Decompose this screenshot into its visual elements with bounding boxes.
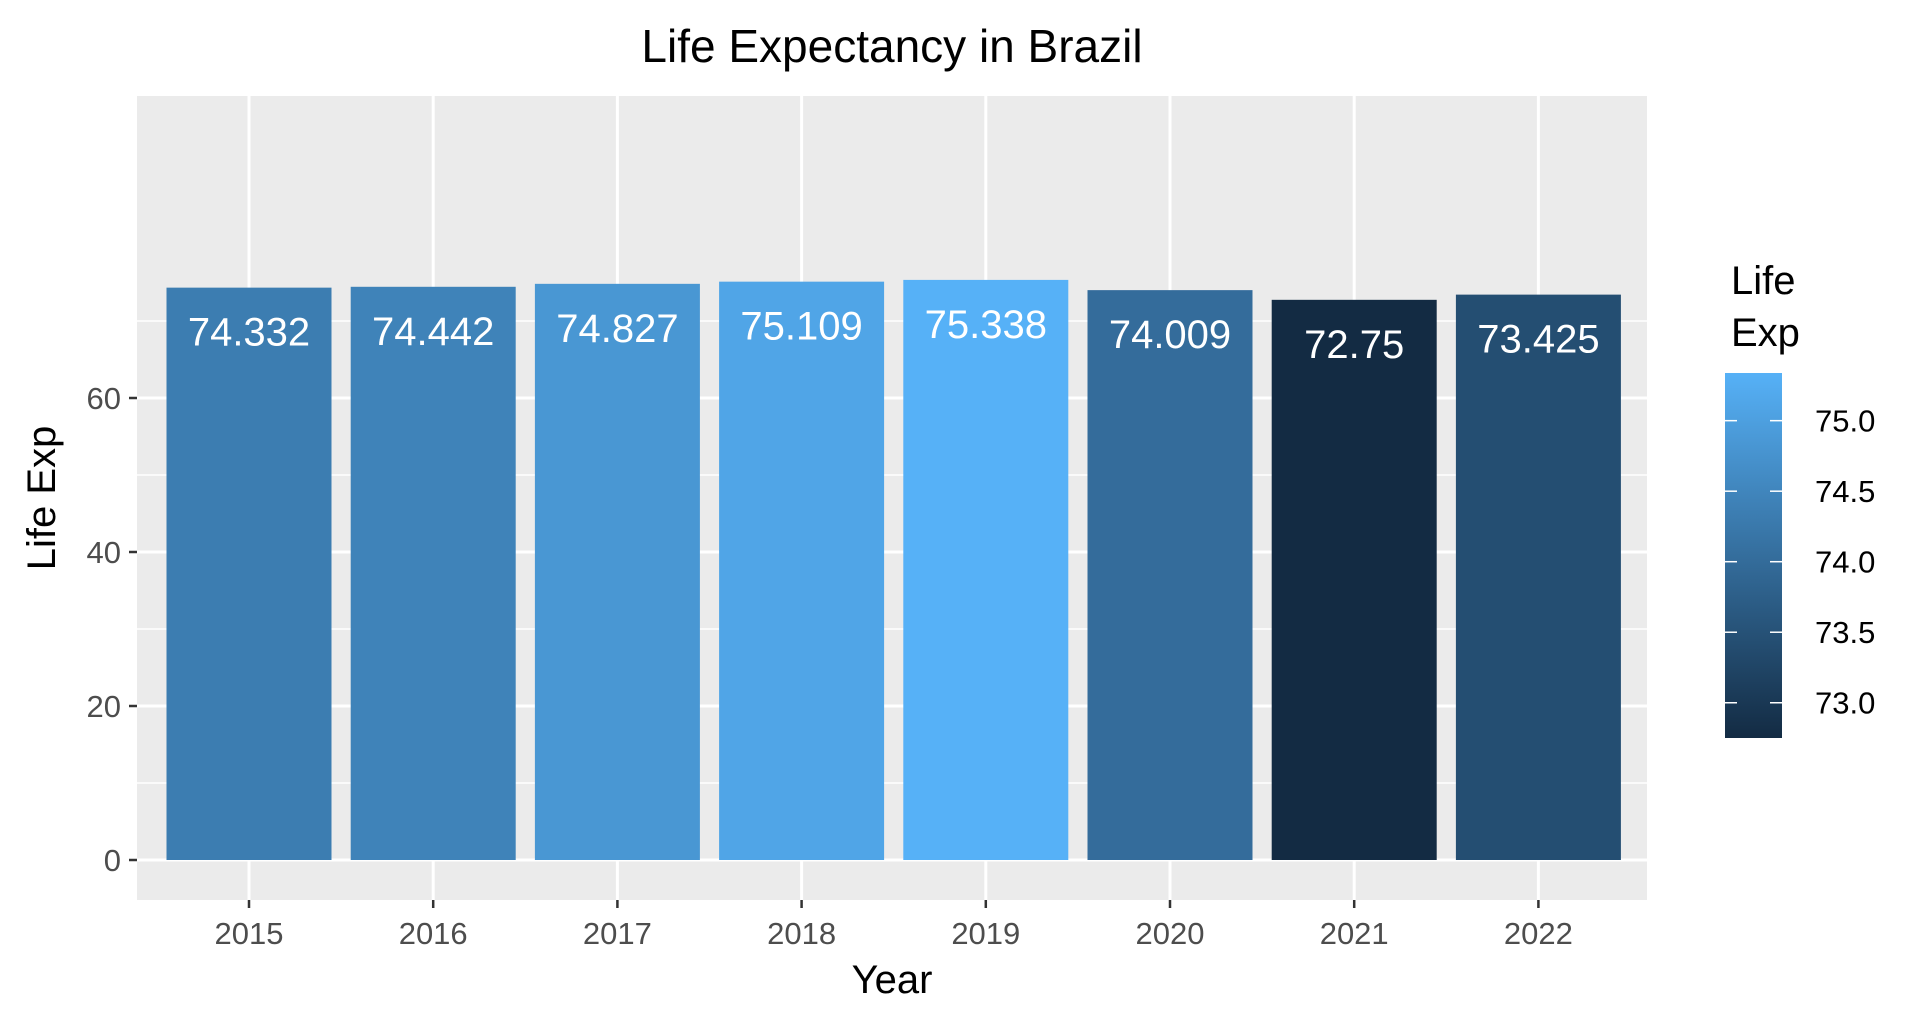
bar-2018 — [719, 281, 885, 860]
legend-tick-label: 74.0 — [1815, 545, 1875, 580]
bar-2020 — [1087, 290, 1253, 860]
x-tick-label: 2020 — [1136, 916, 1205, 951]
y-axis: 0 20 40 60 — [87, 381, 137, 878]
bar-2017 — [534, 283, 700, 860]
bar-2022 — [1455, 294, 1621, 860]
bar-label-2018: 75.109 — [740, 305, 862, 349]
bar-label-2021: 72.75 — [1304, 323, 1404, 367]
x-tick-label: 2019 — [951, 916, 1020, 951]
y-axis-title: Life Exp — [20, 426, 64, 571]
bar-label-2020: 74.009 — [1109, 313, 1231, 357]
y-tick-label: 60 — [87, 381, 121, 416]
bar-2021 — [1271, 299, 1437, 860]
x-tick-label: 2018 — [767, 916, 836, 951]
legend-tick-label: 74.5 — [1815, 474, 1875, 509]
x-axis: 2015 2016 2017 2018 2019 2020 2021 2022 — [215, 900, 1573, 951]
bar-label-2016: 74.442 — [372, 310, 494, 354]
x-tick-label: 2017 — [583, 916, 652, 951]
bar-2015 — [166, 287, 332, 861]
legend-tick-label: 75.0 — [1815, 404, 1875, 439]
legend-colorbar — [1725, 373, 1782, 738]
y-tick-label: 0 — [104, 843, 121, 878]
chart-title: Life Expectancy in Brazil — [641, 20, 1142, 72]
bar-label-2017: 74.827 — [556, 307, 678, 351]
legend-tick-label: 73.5 — [1815, 615, 1875, 650]
bar-2019 — [903, 279, 1069, 860]
bar-data-labels: 74.332 74.442 74.827 75.109 75.338 74.009 72.7… — [188, 303, 1600, 367]
x-tick-label: 2022 — [1504, 916, 1573, 951]
bar-label-2022: 73.425 — [1477, 318, 1599, 362]
legend-title-line-1: Life — [1731, 259, 1796, 303]
bars — [166, 279, 1621, 861]
legend-title-line-2: Exp — [1731, 311, 1800, 355]
bar-2016 — [350, 286, 516, 860]
x-tick-label: 2021 — [1320, 916, 1389, 951]
color-legend: Life Exp 73.0 73.5 74.0 74.5 75.0 — [1725, 259, 1875, 738]
x-tick-label: 2016 — [399, 916, 468, 951]
bar-label-2015: 74.332 — [188, 311, 310, 355]
x-tick-label: 2015 — [215, 916, 284, 951]
legend-ticks: 73.0 73.5 74.0 74.5 75.0 — [1725, 404, 1875, 721]
legend-tick-label: 73.0 — [1815, 686, 1875, 721]
y-tick-label: 40 — [87, 535, 121, 570]
x-axis-title: Year — [852, 958, 933, 1002]
y-tick-label: 20 — [87, 689, 121, 724]
bar-label-2019: 75.338 — [925, 303, 1047, 347]
